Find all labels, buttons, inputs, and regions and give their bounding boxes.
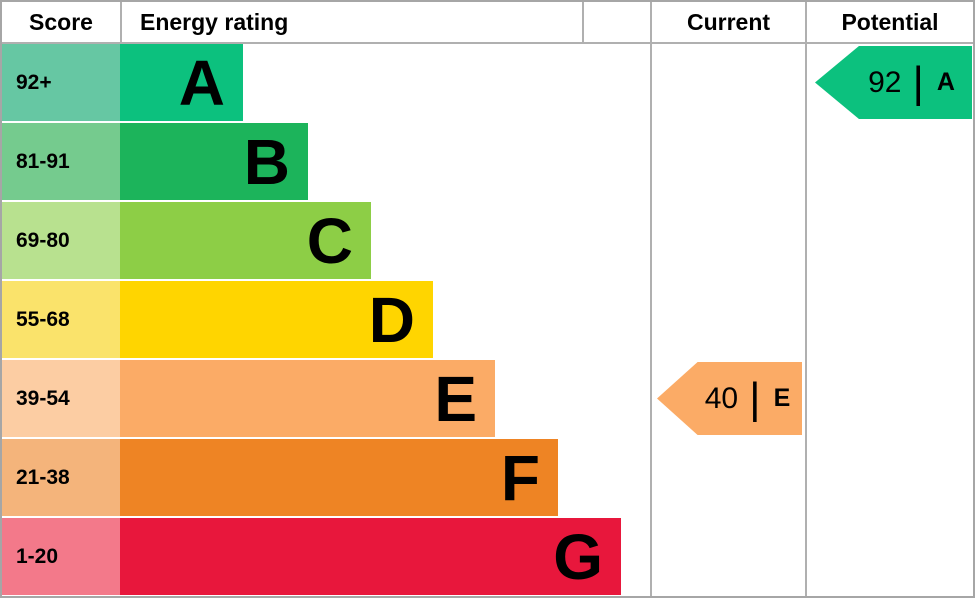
column-header-energy-rating: Energy rating bbox=[140, 9, 289, 35]
band-row-e: 39-54 E bbox=[2, 360, 650, 437]
band-row-a: 92+ A bbox=[2, 44, 650, 121]
separator: | bbox=[912, 57, 924, 107]
band-row-d: 55-68 D bbox=[2, 281, 650, 358]
band-row-b: 81-91 B bbox=[2, 123, 650, 200]
score-cell: 1-20 bbox=[2, 518, 120, 595]
rating-bar: F bbox=[120, 439, 558, 516]
score-cell: 92+ bbox=[2, 44, 120, 121]
divider-energy-rating-end bbox=[582, 2, 584, 42]
rating-letter: G bbox=[553, 520, 603, 593]
divider-potential-column bbox=[805, 2, 807, 596]
potential-score-value: 92 bbox=[868, 65, 902, 99]
rating-bar: C bbox=[120, 202, 371, 279]
rating-letter: A bbox=[178, 46, 225, 119]
rating-letter: D bbox=[368, 283, 415, 356]
potential-rating-arrow: 92 | A bbox=[815, 46, 972, 119]
current-band-letter: E bbox=[773, 384, 791, 412]
potential-band-letter: A bbox=[936, 68, 955, 96]
score-cell: 55-68 bbox=[2, 281, 120, 358]
band-row-g: 1-20 G bbox=[2, 518, 650, 595]
rating-bar: E bbox=[120, 360, 495, 437]
band-row-f: 21-38 F bbox=[2, 439, 650, 516]
score-range-label: 69-80 bbox=[16, 228, 70, 252]
column-header-current: Current bbox=[686, 9, 771, 35]
band-row-c: 69-80 C bbox=[2, 202, 650, 279]
score-cell: 39-54 bbox=[2, 360, 120, 437]
rating-letter: B bbox=[243, 125, 290, 198]
rating-bar: D bbox=[120, 281, 433, 358]
column-header-potential: Potential bbox=[841, 9, 939, 35]
score-range-label: 92+ bbox=[16, 70, 52, 94]
rating-bar: A bbox=[120, 44, 243, 121]
header-divider-line bbox=[2, 42, 973, 44]
score-range-label: 55-68 bbox=[16, 307, 70, 331]
rating-bar: B bbox=[120, 123, 308, 200]
current-rating-arrow: 40 | E bbox=[657, 362, 802, 435]
score-cell: 21-38 bbox=[2, 439, 120, 516]
separator: | bbox=[749, 373, 761, 423]
score-range-label: 1-20 bbox=[16, 544, 59, 568]
score-cell: 81-91 bbox=[2, 123, 120, 200]
rating-letter: F bbox=[500, 441, 540, 514]
rating-bar: G bbox=[120, 518, 621, 595]
score-range-label: 39-54 bbox=[16, 386, 70, 410]
current-score-value: 40 bbox=[704, 381, 739, 415]
score-range-label: 21-38 bbox=[16, 465, 70, 489]
score-range-label: 81-91 bbox=[16, 149, 70, 173]
column-header-score: Score bbox=[29, 9, 93, 35]
divider-current-column bbox=[650, 2, 652, 596]
rating-letter: C bbox=[306, 204, 353, 277]
divider-score-column bbox=[120, 2, 122, 42]
rating-letter: E bbox=[434, 362, 477, 435]
score-cell: 69-80 bbox=[2, 202, 120, 279]
